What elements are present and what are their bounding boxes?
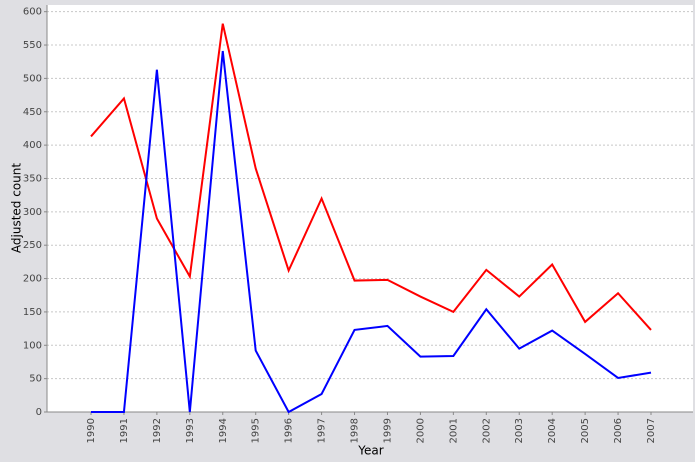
x-tick-label: 1995: [251, 418, 262, 443]
x-tick-label: 1997: [317, 418, 328, 443]
y-tick-label: 400: [23, 140, 42, 151]
x-tick-label: 2001: [448, 418, 459, 443]
x-tick-label: 1990: [86, 418, 97, 443]
x-tick-label: 1996: [284, 418, 295, 443]
x-tick-label: 1998: [350, 418, 361, 443]
y-tick-label: 50: [29, 374, 42, 385]
x-tick-label: 1999: [382, 418, 393, 443]
x-tick-label: 1992: [152, 418, 163, 443]
series-line: [90, 23, 652, 331]
x-tick-label: 2000: [415, 418, 426, 443]
x-tick-label: 2004: [547, 418, 558, 443]
y-tick-label: 250: [23, 240, 42, 251]
x-tick-label: 2006: [613, 418, 624, 443]
y-axis-label: Adjusted count: [10, 163, 24, 253]
x-tick-label: 2003: [514, 418, 525, 443]
x-tick-label: 1991: [119, 418, 130, 443]
y-tick-label: 300: [23, 207, 42, 218]
y-tick-label: 500: [23, 73, 42, 84]
y-tick-label: 0: [36, 407, 42, 418]
series-line: [91, 50, 652, 414]
y-tick-label: 450: [23, 107, 42, 118]
x-tick-label: 2002: [481, 418, 492, 443]
y-tick-label: 350: [23, 173, 42, 184]
x-tick-label: 2007: [646, 418, 657, 443]
y-tick-label: 600: [23, 7, 42, 18]
y-tick-label: 150: [23, 307, 42, 318]
y-tick-label: 200: [23, 274, 42, 285]
x-axis-label: Year: [357, 444, 383, 458]
x-tick-label: 2005: [580, 418, 591, 443]
x-tick-label: 1993: [185, 418, 196, 443]
x-tick-label: 1994: [218, 418, 229, 443]
y-tick-label: 550: [23, 40, 42, 51]
y-tick-label: 100: [23, 340, 42, 351]
